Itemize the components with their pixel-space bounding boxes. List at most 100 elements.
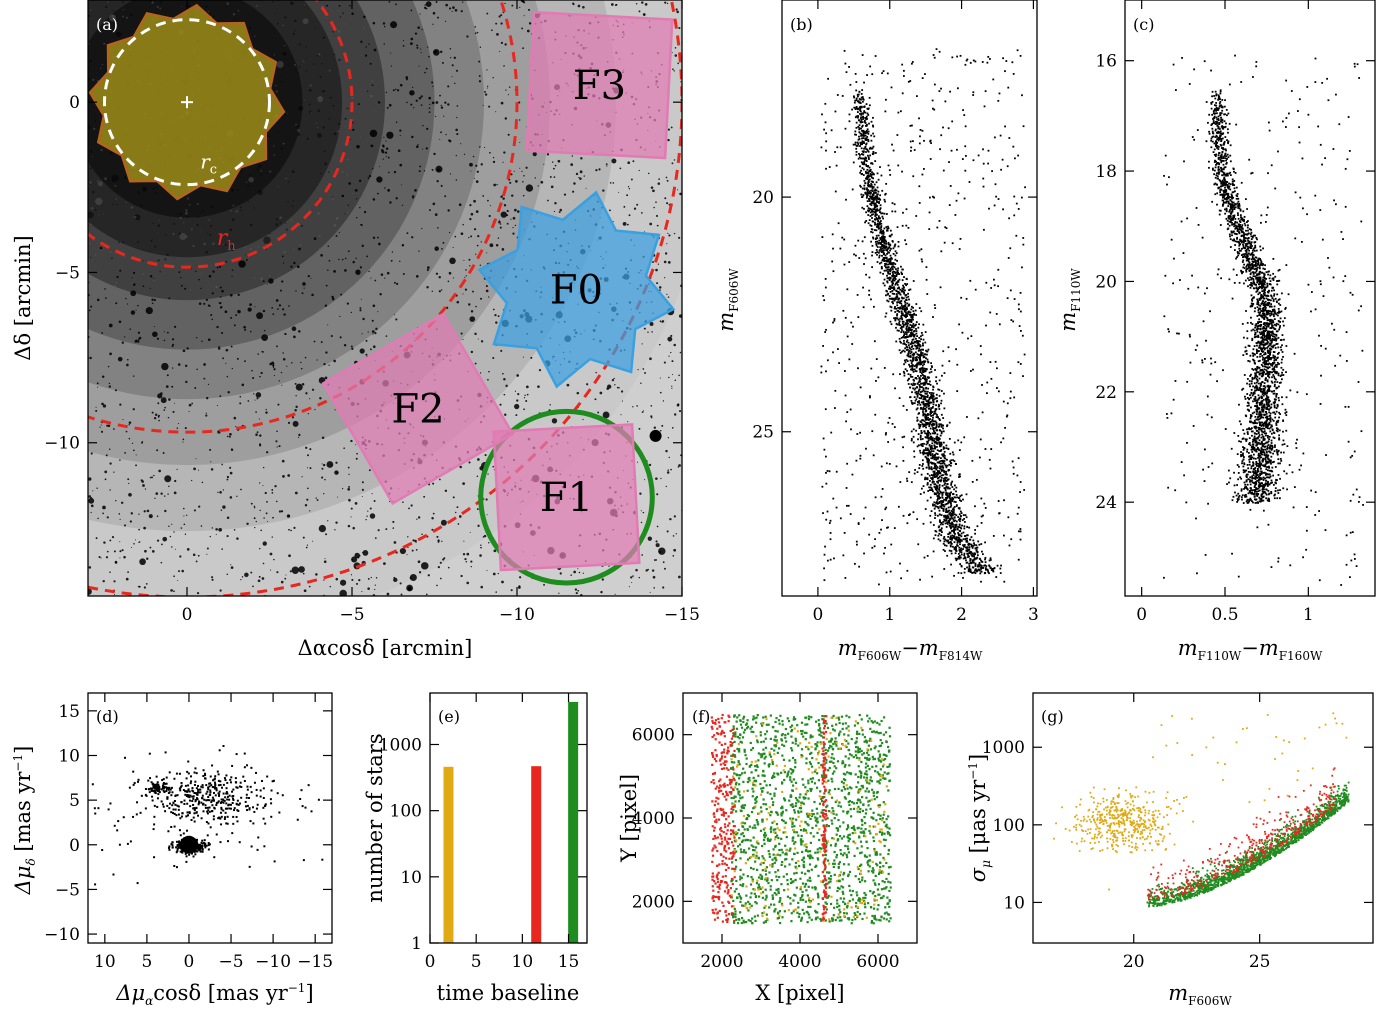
star <box>476 170 479 173</box>
star <box>282 142 285 145</box>
star <box>620 414 622 416</box>
cmd-star <box>922 414 925 417</box>
star <box>168 398 171 401</box>
cmd-star <box>867 214 870 216</box>
cmd-star <box>862 157 865 160</box>
star <box>151 476 153 479</box>
cmd-star <box>857 95 859 98</box>
star <box>495 243 499 247</box>
cmd-star <box>927 387 930 390</box>
star <box>305 5 307 7</box>
cmd-star <box>858 131 861 134</box>
cmd-star <box>922 384 925 386</box>
star <box>306 137 309 140</box>
star <box>206 547 209 550</box>
cmd-star <box>855 133 857 136</box>
cmd-star <box>861 137 863 140</box>
star <box>425 1 432 8</box>
star <box>318 235 321 238</box>
cmd-star <box>930 477 932 479</box>
star <box>329 96 332 99</box>
cmd-star <box>928 371 931 374</box>
star <box>420 95 423 98</box>
star <box>325 185 327 187</box>
star <box>661 424 664 427</box>
cmd-star <box>889 305 892 308</box>
star <box>425 593 428 596</box>
star <box>172 410 175 413</box>
star <box>196 592 200 595</box>
star <box>448 231 451 234</box>
cmd-star <box>897 298 900 301</box>
bright-star <box>649 429 662 442</box>
star <box>88 282 90 284</box>
star <box>124 451 127 454</box>
cmd-star <box>908 326 910 329</box>
cmd-star <box>861 167 864 169</box>
cmd-star <box>922 419 925 422</box>
star <box>350 507 353 510</box>
cmd-star <box>900 326 903 329</box>
star <box>336 471 339 474</box>
cmd-star <box>892 302 894 305</box>
cmd-star <box>966 566 968 569</box>
cmd-star <box>930 437 932 439</box>
cmd-star <box>911 345 914 347</box>
cmd-star <box>916 386 919 389</box>
star <box>632 575 634 577</box>
star <box>672 68 674 71</box>
cmd-star <box>919 345 922 348</box>
cmd-star <box>928 431 931 434</box>
cmd-star <box>858 128 861 131</box>
cmd-star <box>914 377 917 380</box>
cmd-star <box>892 273 895 276</box>
cmd-star <box>951 451 954 454</box>
cmd-star <box>873 198 876 201</box>
cmd-star <box>980 559 982 562</box>
star <box>454 82 456 85</box>
star <box>259 547 261 550</box>
cmd-star <box>881 244 884 247</box>
star <box>126 303 129 305</box>
star <box>666 293 668 295</box>
cmd-star <box>949 460 952 463</box>
cmd-star <box>859 105 862 108</box>
star <box>375 577 378 579</box>
cmd-star <box>930 397 933 399</box>
cmd-star <box>891 262 894 265</box>
star <box>231 188 234 192</box>
cmd-star <box>946 514 949 517</box>
cmd-star <box>925 415 928 418</box>
star <box>121 20 124 23</box>
cmd-star <box>909 359 912 362</box>
cmd-star <box>926 353 928 356</box>
cmd-star <box>861 187 864 190</box>
star <box>355 198 358 200</box>
star <box>508 86 511 88</box>
cmd-star <box>925 436 928 439</box>
cmd-star <box>969 569 972 572</box>
star <box>649 321 654 326</box>
star <box>302 18 309 25</box>
cmd-star <box>905 296 908 299</box>
star <box>514 403 520 410</box>
cmd-star <box>928 380 931 383</box>
cmd-star <box>912 347 915 350</box>
cmd-star <box>865 157 868 160</box>
star <box>309 467 312 470</box>
star <box>183 523 186 526</box>
cmd-star <box>907 355 910 358</box>
star <box>244 328 247 331</box>
star <box>168 485 170 488</box>
cmd-star <box>903 310 906 313</box>
cmd-star <box>906 336 909 338</box>
star <box>317 96 324 103</box>
star <box>355 457 358 460</box>
star <box>241 383 245 387</box>
cmd-star <box>943 487 946 490</box>
star <box>355 444 357 446</box>
star <box>384 151 388 154</box>
star <box>112 203 115 206</box>
star <box>119 269 122 272</box>
star <box>268 278 274 284</box>
